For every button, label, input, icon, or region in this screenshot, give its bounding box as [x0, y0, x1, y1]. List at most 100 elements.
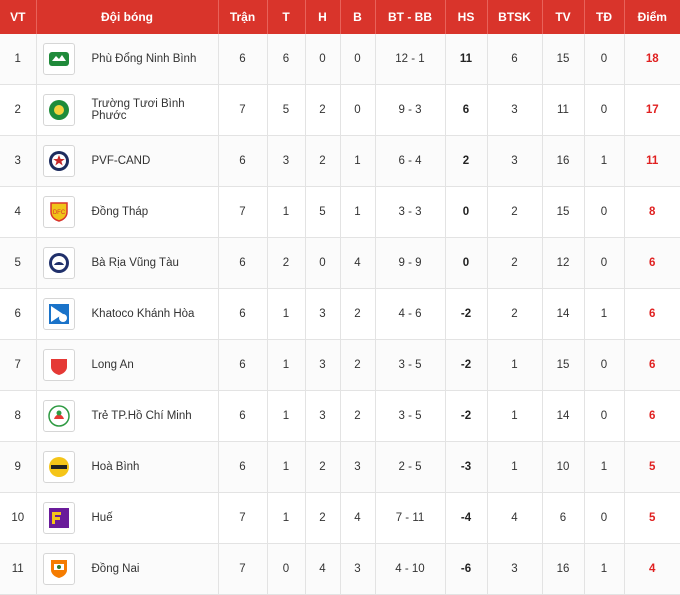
goal-difference-cell: 0 [445, 237, 488, 289]
played-cell: 7 [218, 543, 268, 595]
td-cell: 0 [584, 492, 625, 544]
td-cell: 0 [584, 34, 625, 85]
lost-cell: 4 [340, 237, 376, 289]
header-team: Đội bóng [36, 0, 219, 34]
team-name[interactable]: Long An [91, 359, 134, 371]
goals-cell: 6 - 4 [375, 135, 446, 187]
tv-cell: 11 [542, 84, 585, 136]
played-cell: 6 [218, 237, 268, 289]
played-cell: 6 [218, 441, 268, 493]
td-cell: 1 [584, 441, 625, 493]
lost-cell: 1 [340, 135, 376, 187]
table-row: 5 Bà Rịa Vũng Tàu 6 2 0 4 9 - 9 0 2 12 0 6 [0, 237, 680, 289]
btsk-cell: 1 [487, 390, 543, 442]
td-cell: 1 [584, 135, 625, 187]
won-cell: 1 [267, 339, 306, 391]
tv-cell: 15 [542, 339, 585, 391]
points-cell: 6 [624, 390, 680, 442]
lost-cell: 3 [340, 441, 376, 493]
tv-cell: 16 [542, 543, 585, 595]
team-name[interactable]: Phù Đổng Ninh Bình [91, 53, 197, 65]
tv-cell: 15 [542, 186, 585, 238]
lost-cell: 1 [340, 186, 376, 238]
drawn-cell: 0 [305, 34, 341, 85]
rank-cell: 6 [0, 288, 37, 340]
hue-logo [42, 502, 75, 534]
tv-cell: 6 [542, 492, 585, 544]
svg-text:DFC: DFC [52, 210, 65, 216]
td-cell: 0 [584, 390, 625, 442]
team-name[interactable]: Đồng Nai [91, 563, 140, 575]
won-cell: 1 [267, 288, 306, 340]
played-cell: 6 [218, 135, 268, 187]
points-cell: 6 [624, 237, 680, 289]
team-name[interactable]: Bà Rịa Vũng Tàu [91, 257, 179, 269]
team-name[interactable]: Hoà Bình [91, 461, 140, 473]
lost-cell: 4 [340, 492, 376, 544]
played-cell: 7 [218, 186, 268, 238]
btsk-cell: 6 [487, 34, 543, 85]
header-drawn: H [305, 0, 341, 34]
team-name[interactable]: Đồng Tháp [91, 206, 149, 218]
rank-cell: 3 [0, 135, 37, 187]
team-name[interactable]: PVF-CAND [91, 155, 151, 167]
team-name[interactable]: Huế [91, 512, 113, 524]
drawn-cell: 2 [305, 441, 341, 493]
drawn-cell: 3 [305, 339, 341, 391]
hoa-binh-logo [42, 451, 75, 483]
rank-cell: 7 [0, 339, 37, 391]
won-cell: 6 [267, 34, 306, 85]
header-vt: VT [0, 0, 37, 34]
table-row: 9 Hoà Bình 6 1 2 3 2 - 5 -3 1 10 1 5 [0, 441, 680, 493]
tv-cell: 15 [542, 34, 585, 85]
rank-cell: 9 [0, 441, 37, 493]
team-name[interactable]: Trường Tươi Bình Phước [91, 98, 185, 122]
points-cell: 11 [624, 135, 680, 187]
table-row: 1 Phù Đổng Ninh Bình 6 6 0 0 12 - 1 11 6 15 0 18 [0, 34, 680, 85]
goals-cell: 12 - 1 [375, 34, 446, 85]
table-row: 3 PVF-CAND 6 3 2 1 6 - 4 2 3 16 1 11 [0, 135, 680, 187]
td-cell: 0 [584, 84, 625, 136]
won-cell: 1 [267, 441, 306, 493]
drawn-cell: 2 [305, 84, 341, 136]
points-cell: 4 [624, 543, 680, 595]
team-name[interactable]: Khatoco Khánh Hòa [91, 308, 195, 320]
btsk-cell: 4 [487, 492, 543, 544]
won-cell: 3 [267, 135, 306, 187]
btsk-cell: 1 [487, 441, 543, 493]
table-row: 2 Trường Tươi Bình Phước 7 5 2 0 9 - 3 6 3 11 0 17 [0, 84, 680, 136]
table-row: 11 Đồng Nai 7 0 4 3 4 - 10 -6 3 16 1 4 [0, 543, 680, 595]
rank-cell: 5 [0, 237, 37, 289]
goal-difference-cell: -4 [445, 492, 488, 544]
phu-dong-ninh-binh-logo [42, 43, 75, 75]
table-row: 4 DFC Đồng Tháp 7 1 5 1 3 - 3 0 2 15 0 8 [0, 186, 680, 238]
played-cell: 6 [218, 34, 268, 85]
goals-cell: 9 - 9 [375, 237, 446, 289]
goal-difference-cell: -6 [445, 543, 488, 595]
table-row: 7 Long An 6 1 3 2 3 - 5 -2 1 15 0 6 [0, 339, 680, 391]
dong-thap-logo: DFC [42, 196, 75, 228]
won-cell: 2 [267, 237, 306, 289]
btsk-cell: 3 [487, 543, 543, 595]
drawn-cell: 2 [305, 135, 341, 187]
goal-difference-cell: -2 [445, 390, 488, 442]
header-played: Trận [218, 0, 268, 34]
team-name[interactable]: Trẻ TP.Hồ Chí Minh [91, 410, 192, 422]
td-cell: 1 [584, 288, 625, 340]
td-cell: 0 [584, 186, 625, 238]
won-cell: 1 [267, 186, 306, 238]
tv-cell: 14 [542, 390, 585, 442]
btsk-cell: 3 [487, 135, 543, 187]
goal-difference-cell: -2 [445, 339, 488, 391]
team-cell: Bà Rịa Vũng Tàu [36, 237, 219, 289]
goal-difference-cell: 11 [445, 34, 488, 85]
rank-cell: 1 [0, 34, 37, 85]
lost-cell: 2 [340, 339, 376, 391]
header-goal-difference: HS [445, 0, 488, 34]
goals-cell: 3 - 5 [375, 390, 446, 442]
drawn-cell: 5 [305, 186, 341, 238]
tv-cell: 16 [542, 135, 585, 187]
tv-cell: 12 [542, 237, 585, 289]
drawn-cell: 2 [305, 492, 341, 544]
header-points: Điểm [624, 0, 680, 34]
